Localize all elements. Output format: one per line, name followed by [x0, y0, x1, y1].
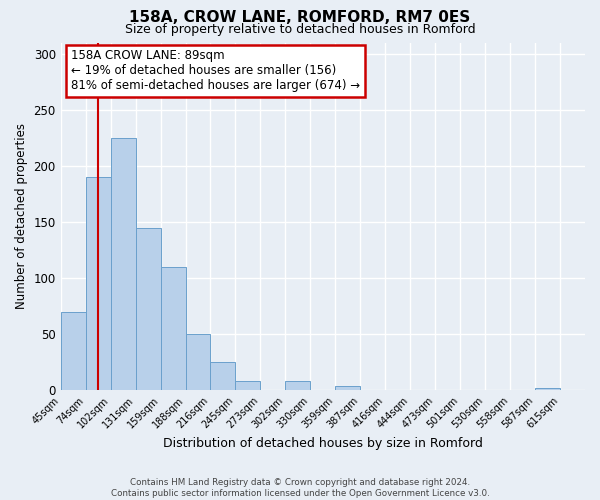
Y-axis label: Number of detached properties: Number of detached properties: [15, 124, 28, 310]
Bar: [185, 334, 211, 390]
X-axis label: Distribution of detached houses by size in Romford: Distribution of detached houses by size …: [163, 437, 483, 450]
Bar: [110, 138, 136, 390]
Bar: [335, 386, 360, 390]
Bar: [535, 388, 560, 390]
Bar: [286, 382, 310, 390]
Bar: [235, 382, 260, 390]
Text: 158A, CROW LANE, ROMFORD, RM7 0ES: 158A, CROW LANE, ROMFORD, RM7 0ES: [130, 10, 470, 25]
Bar: [86, 177, 110, 390]
Bar: [136, 228, 161, 390]
Bar: [211, 362, 235, 390]
Bar: [161, 267, 185, 390]
Bar: [61, 312, 86, 390]
Text: Size of property relative to detached houses in Romford: Size of property relative to detached ho…: [125, 22, 475, 36]
Text: 158A CROW LANE: 89sqm
← 19% of detached houses are smaller (156)
81% of semi-det: 158A CROW LANE: 89sqm ← 19% of detached …: [71, 50, 360, 92]
Text: Contains HM Land Registry data © Crown copyright and database right 2024.
Contai: Contains HM Land Registry data © Crown c…: [110, 478, 490, 498]
